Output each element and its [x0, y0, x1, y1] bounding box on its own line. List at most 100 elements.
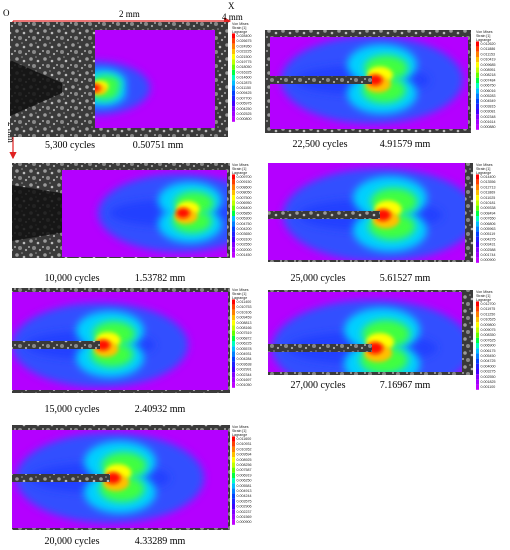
legend-label: 0.004549	[481, 99, 496, 103]
legend-label: 0.001569	[237, 515, 252, 519]
crack-notch	[268, 211, 380, 219]
colorbar-swatch	[476, 83, 479, 89]
colorbar-swatch	[476, 174, 479, 180]
legend-label: 0.006175	[481, 349, 496, 353]
legend-title: Lagrange	[232, 433, 247, 437]
colorbar-swatch	[232, 111, 235, 117]
colorbar-swatch	[232, 514, 235, 520]
colorbar-swatch	[476, 369, 479, 375]
origin-label: O	[3, 8, 10, 18]
colorbar-swatch	[476, 221, 479, 227]
colorbar-swatch	[232, 184, 235, 190]
colorbar-swatch	[476, 348, 479, 354]
legend-label: 0.004275	[481, 237, 496, 241]
legend-label: 0.004913	[237, 489, 252, 493]
crack-notch	[12, 341, 100, 349]
legend-label: 0.002588	[481, 248, 496, 252]
legend-label: 0.004244	[237, 494, 252, 498]
caption-displacement: 4.91579 mm	[380, 139, 431, 150]
colorbar-swatch	[232, 504, 235, 510]
legend-label: 0.028400	[237, 34, 252, 38]
strain-blob	[95, 84, 101, 92]
legend-label: 0.009338	[481, 206, 496, 210]
legend-label: 0.002237	[237, 510, 252, 514]
colorbar-swatch	[476, 231, 479, 237]
legend-title: Strain [1]	[476, 167, 490, 171]
legend-label: 0.006250	[237, 479, 252, 483]
colorbar-swatch	[232, 221, 235, 227]
colorbar-swatch	[476, 103, 479, 109]
legend-label: 0.011400	[237, 300, 252, 304]
legend-label: 0.005975	[237, 102, 252, 106]
colorbar-swatch	[476, 124, 479, 130]
colorbar-swatch	[232, 33, 235, 39]
legend-label: 0.003815	[481, 104, 496, 108]
legend-label: 0.019775	[237, 60, 252, 64]
caption-displacement: 4.33289 mm	[135, 536, 186, 547]
colorbar-swatch	[232, 247, 235, 253]
legend-label: 0.002991	[237, 368, 252, 372]
legend-label: 0.011250	[481, 312, 496, 316]
legend-label: 0.000800	[237, 117, 252, 121]
colorbar-swatch	[232, 242, 235, 248]
colorbar-swatch	[476, 195, 479, 201]
colorbar-swatch	[476, 67, 479, 73]
legend-title: Lagrange	[232, 296, 247, 300]
colorbar-swatch	[232, 205, 235, 211]
legend-label: 0.003081	[481, 110, 496, 114]
colorbar-swatch	[232, 478, 235, 484]
legend-label: 0.012700	[481, 302, 496, 306]
legend-label: 0.012875	[237, 81, 252, 85]
crack-notch	[12, 474, 110, 482]
legend-label: 0.008050	[237, 191, 252, 195]
legend-title: Von Mises	[476, 163, 493, 167]
legend-label: 0.001744	[481, 253, 496, 257]
legend-title: Strain [1]	[232, 167, 246, 171]
legend-label: 0.007484	[481, 78, 496, 82]
colorbar-swatch	[232, 95, 235, 101]
legend-label: 0.009459	[237, 316, 252, 320]
colorbar-swatch	[232, 519, 235, 525]
x-axis-label: X	[228, 1, 235, 11]
colorbar-swatch	[232, 59, 235, 65]
legend-label: 0.005963	[481, 227, 496, 231]
legend-label: 0.000900	[237, 520, 252, 524]
colorbar-swatch	[476, 114, 479, 120]
colorbar-swatch	[476, 119, 479, 125]
colorbar-swatch	[232, 299, 235, 305]
legend-label: 0.008813	[237, 321, 252, 325]
legend-label: 0.007700	[237, 96, 252, 100]
legend-label: 0.006016	[481, 89, 496, 93]
caption-cycles: 20,000 cycles	[45, 536, 100, 547]
colorbar-swatch	[232, 43, 235, 49]
colorbar-swatch	[476, 210, 479, 216]
colorbar-swatch	[232, 309, 235, 315]
colorbar-swatch	[232, 356, 235, 362]
legend-label: 0.003100	[237, 237, 252, 241]
legend-label: 0.008218	[481, 73, 496, 77]
crack-notch	[270, 76, 372, 84]
colorbar-swatch	[476, 384, 479, 390]
legend-label: 0.003275	[481, 370, 496, 374]
caption-cycles: 15,000 cycles	[45, 404, 100, 415]
colorbar-swatch	[232, 226, 235, 232]
legend-label: 0.000900	[481, 258, 496, 262]
colorbar-swatch	[232, 75, 235, 81]
legend-label: 0.006900	[481, 344, 496, 348]
legend-label: 0.008600	[237, 185, 252, 189]
colorbar-swatch	[232, 315, 235, 321]
legend-title: Lagrange	[232, 171, 247, 175]
legend-label: 0.008925	[237, 458, 252, 462]
legend-label: 0.009425	[237, 91, 252, 95]
legend-label: 0.004000	[481, 364, 496, 368]
colorbar-swatch	[476, 257, 479, 263]
legend-label: 0.005581	[237, 484, 252, 488]
legend-label: 0.010931	[237, 442, 252, 446]
colorbar-swatch	[476, 190, 479, 196]
colorbar-swatch	[476, 216, 479, 222]
legend-label: 0.002000	[237, 248, 252, 252]
colorbar-swatch	[232, 483, 235, 489]
